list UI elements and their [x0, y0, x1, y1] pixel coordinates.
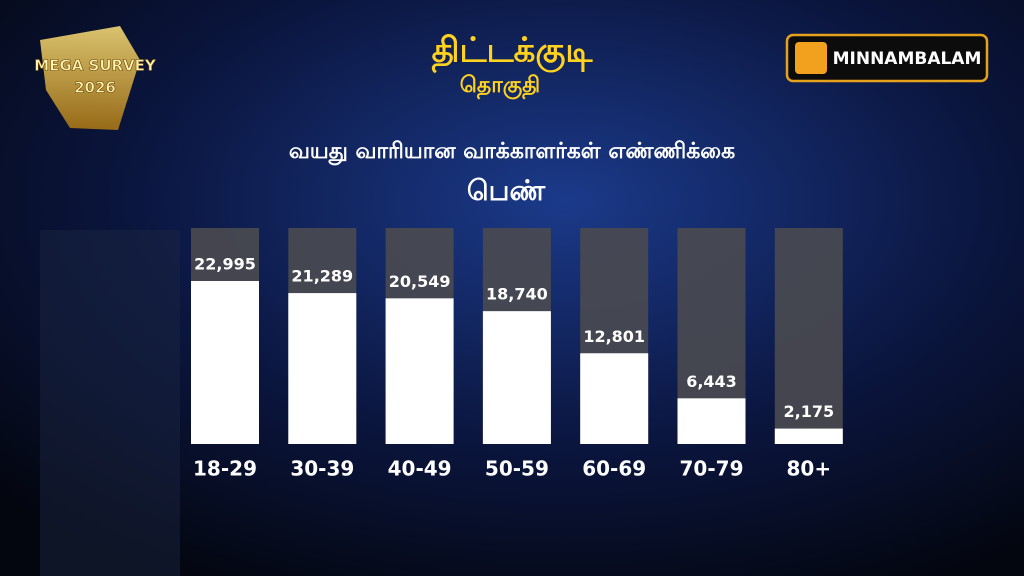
logo-text: MINNAMBALAM — [833, 49, 982, 69]
logo-box — [785, 33, 989, 83]
subtitle: தொகுதி — [460, 73, 540, 100]
value-label: 2,175 — [783, 402, 834, 421]
bar — [580, 353, 649, 444]
chart-title: வயது வாரியான வாக்காளர்கள் எண்ணிக்கை — [289, 139, 735, 166]
group-label: பெண் — [467, 174, 546, 207]
value-label: 12,801 — [583, 327, 645, 346]
bar — [774, 428, 843, 444]
background-building — [40, 230, 180, 576]
bar — [482, 311, 551, 444]
badge-title: MEGA SURVEY — [34, 57, 157, 75]
x-tick-label: 50-59 — [485, 457, 549, 481]
bar — [385, 298, 454, 444]
badge-map — [40, 26, 140, 130]
bar — [191, 281, 259, 444]
x-tick-label: 80+ — [787, 457, 832, 481]
x-tick-label: 18-29 — [193, 457, 257, 481]
bar — [677, 398, 746, 444]
bar-background — [774, 228, 843, 444]
value-label: 21,289 — [291, 267, 353, 286]
value-label: 22,995 — [194, 255, 256, 274]
x-tick-label: 40-49 — [388, 457, 452, 481]
x-tick-label: 30-39 — [290, 457, 354, 481]
bar — [288, 293, 357, 444]
x-tick-label: 60-69 — [582, 457, 646, 481]
value-label: 6,443 — [686, 372, 737, 391]
value-label: 20,549 — [389, 272, 451, 291]
badge-year: 2026 — [74, 79, 116, 97]
title: திட்டக்குடி — [432, 31, 594, 74]
value-label: 18,740 — [486, 285, 548, 304]
logo-icon — [795, 42, 827, 74]
x-tick-label: 70-79 — [680, 457, 744, 481]
